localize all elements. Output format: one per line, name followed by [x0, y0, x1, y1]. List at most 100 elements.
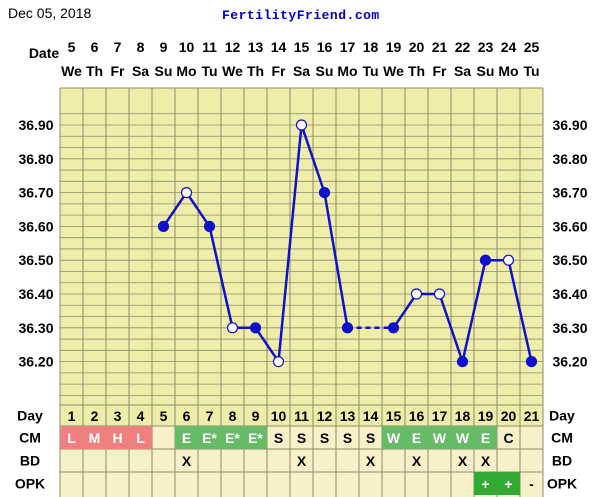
cm-value: L: [136, 430, 145, 446]
date-tick: 10: [179, 39, 195, 55]
weekday-tick: Su: [316, 63, 334, 79]
temperature-points: [157, 119, 538, 368]
cm-value: E*: [248, 430, 263, 446]
weekday-tick: Th: [247, 63, 264, 79]
cycle-day: 2: [91, 408, 99, 424]
y-tick-right: 36.70: [552, 185, 587, 201]
cycle-day: 20: [501, 408, 517, 424]
cm-value: M: [89, 430, 101, 446]
temp-segment: [185, 191, 211, 228]
y-tick-left: 36.30: [18, 320, 53, 336]
temp-point: [479, 254, 492, 266]
date-tick: 15: [294, 39, 310, 55]
temp-segment: [277, 124, 303, 362]
day-row-bg: [60, 405, 543, 426]
cm-value: L: [67, 430, 76, 446]
cycle-day: 8: [229, 408, 237, 424]
cycle-day: 1: [68, 408, 76, 424]
weekday-tick: We: [383, 63, 404, 79]
weekday-tick: Fr: [272, 63, 287, 79]
cycle-day: 17: [432, 408, 448, 424]
cm-value: S: [297, 430, 306, 446]
opk-row-label-left: OPK: [15, 476, 45, 492]
cycle-day: 7: [206, 408, 214, 424]
temp-point: [157, 220, 170, 232]
bd-value: X: [182, 453, 192, 469]
weekday-tick: We: [61, 63, 82, 79]
cycle-day: 13: [340, 408, 356, 424]
date-tick: 8: [137, 39, 145, 55]
cm-value: S: [274, 430, 283, 446]
weekday-tick: Su: [477, 63, 495, 79]
cm-cell: [221, 426, 244, 449]
y-tick-right: 36.30: [552, 320, 587, 336]
date-tick: 5: [68, 39, 76, 55]
y-tick-right: 36.80: [552, 151, 587, 167]
temp-point: [456, 356, 469, 368]
weekday-tick: Tu: [201, 63, 217, 79]
cm-cell: [83, 426, 106, 449]
weekday-tick: Sa: [132, 63, 149, 79]
temp-point: [341, 322, 354, 334]
date-label: Date: [29, 45, 60, 61]
cm-value: W: [387, 430, 401, 446]
cm-value: E*: [202, 430, 217, 446]
cm-value: E: [481, 430, 490, 446]
cycle-day: 21: [524, 408, 540, 424]
cm-value: E: [182, 430, 191, 446]
weekday-tick: Tu: [523, 63, 539, 79]
bd-row-label-right: BD: [552, 453, 572, 469]
cycle-day: 5: [160, 408, 168, 424]
weekday-tick: We: [222, 63, 243, 79]
bd-row-label-left: BD: [20, 453, 40, 469]
date-tick: 9: [160, 39, 168, 55]
opk-row-label-right: OPK: [547, 476, 577, 492]
cycle-day: 19: [478, 408, 494, 424]
bd-value: X: [297, 453, 307, 469]
date-tick: 6: [91, 39, 99, 55]
day-row-label-left: Day: [17, 408, 43, 424]
weekday-tick: Tu: [362, 63, 378, 79]
weekday-tick: Th: [408, 63, 425, 79]
temp-point: [318, 187, 331, 199]
weekday-tick: Mo: [337, 63, 357, 79]
cm-value: S: [320, 430, 329, 446]
temp-segment: [438, 293, 464, 363]
bd-value: X: [412, 453, 422, 469]
y-tick-left: 36.50: [18, 252, 53, 268]
temp-point: [249, 322, 262, 334]
temp-segment: [208, 226, 234, 329]
temp-segment: [461, 259, 487, 362]
date-tick: 25: [524, 39, 540, 55]
chart-background: [60, 88, 543, 497]
temp-segment: [162, 191, 188, 228]
temp-segment: [323, 192, 349, 329]
weekday-tick: Mo: [176, 63, 196, 79]
cm-cell: [129, 426, 152, 449]
cycle-day: 9: [252, 408, 260, 424]
y-tick-left: 36.90: [18, 117, 53, 133]
cm-cell: [382, 426, 405, 449]
cm-value: W: [433, 430, 447, 446]
date-tick: 13: [248, 39, 264, 55]
cm-value: C: [503, 430, 513, 446]
date-tick: 21: [432, 39, 448, 55]
cycle-day: 15: [386, 408, 402, 424]
date-tick: 24: [501, 39, 517, 55]
cm-value: E: [412, 430, 421, 446]
chart-labels: Date 5 6 7 8 9 10 11 12 13 14 15 16 17 18 19 20 21 22 23 24 2…: [15, 39, 588, 492]
temp-point: [525, 356, 538, 368]
temp-point: [295, 119, 308, 131]
cycle-day: 10: [271, 408, 287, 424]
y-tick-right: 36.40: [552, 286, 587, 302]
cm-value: H: [112, 430, 122, 446]
y-tick-left: 36.70: [18, 185, 53, 201]
cm-cell: [106, 426, 129, 449]
y-tick-left: 36.20: [18, 354, 53, 370]
cm-cell: [474, 426, 497, 449]
opk-cell: [497, 472, 520, 495]
weekday-tick: Mo: [498, 63, 518, 79]
date-tick: 14: [271, 39, 287, 55]
cm-cell: [60, 426, 83, 449]
y-tick-left: 36.40: [18, 286, 53, 302]
